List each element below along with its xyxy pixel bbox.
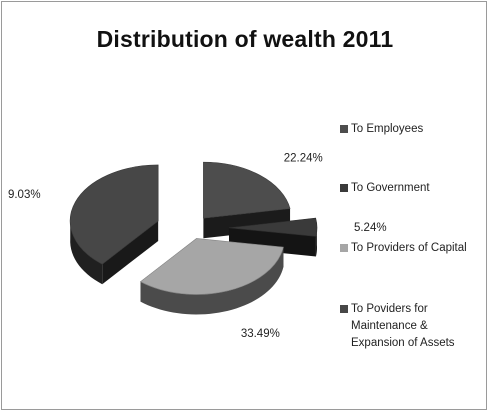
slice-top-to-government — [228, 217, 318, 237]
legend-label-maintenance-expansion: To Poviders for Maintenance & Expansion … — [351, 303, 455, 349]
slice-top-to-providers-of-capital — [139, 238, 284, 295]
slice-to-poviders-for-maintenance-expansion-of-assets — [70, 218, 159, 285]
legend-swatch-employees — [340, 125, 348, 133]
slice-outer-wall-to-poviders-for-maintenance-expansion-of-assets — [70, 218, 103, 285]
data-label-to-poviders-for-maintenance-expansion-of-assets: 9.03% — [8, 189, 41, 201]
legend-swatch-providers-of-capital — [340, 244, 348, 252]
pie-labels: 22.24% 5.24% 33.49% 9.03% — [8, 152, 387, 340]
slice-top-to-poviders-for-maintenance-expansion-of-assets — [69, 164, 159, 265]
legend-label-providers-of-capital: To Providers of Capital — [351, 242, 467, 254]
data-label-to-providers-of-capital: 33.49% — [241, 328, 280, 340]
legend-swatch-government — [340, 184, 348, 192]
slice-outer-wall-to-providers-of-capital — [140, 247, 284, 315]
legend-label-government: To Government — [351, 182, 430, 194]
slice-wall-to-poviders-for-maintenance-expansion-of-assets-0 — [102, 220, 159, 285]
pie-top-layer — [69, 161, 318, 295]
legend-label-employees: To Employees — [351, 123, 424, 135]
chart-title: Distribution of wealth 2011 — [96, 26, 394, 52]
slice-top-to-employees — [203, 161, 291, 219]
legend-swatch-maintenance-expansion — [340, 305, 348, 313]
data-label-to-employees: 22.24% — [284, 152, 323, 164]
data-label-to-government: 5.24% — [354, 222, 387, 234]
